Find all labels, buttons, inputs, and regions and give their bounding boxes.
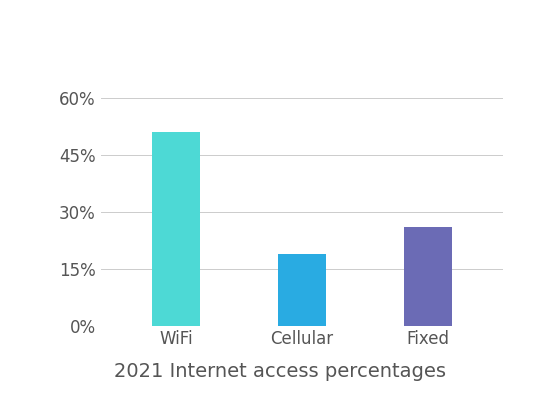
Bar [152, 133, 200, 326]
Bar [404, 227, 452, 326]
Bar [278, 254, 326, 326]
Text: 2021 Internet access percentages: 2021 Internet access percentages [113, 362, 446, 381]
